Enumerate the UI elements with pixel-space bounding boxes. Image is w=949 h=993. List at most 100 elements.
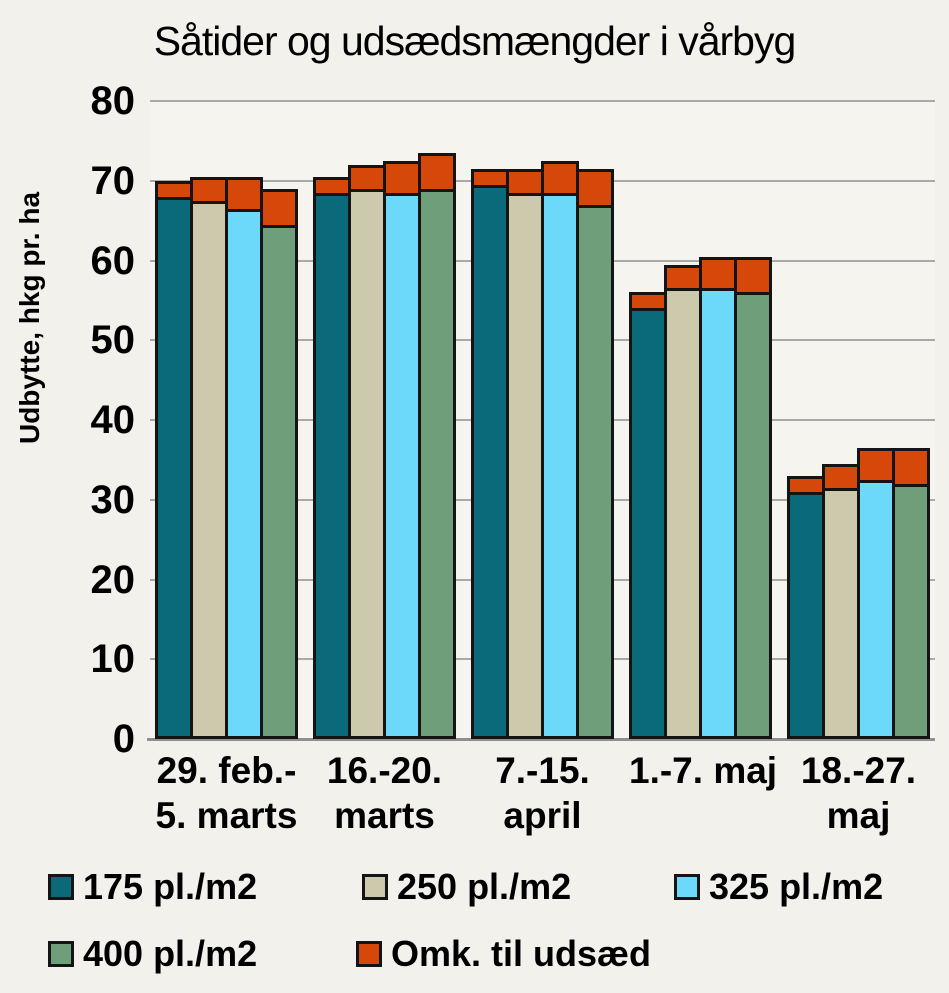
- x-tick-category-2: 16.-20. marts: [313, 748, 456, 838]
- x-tick-line1: 7.-15.: [495, 750, 590, 791]
- y-tick-label: 50: [90, 318, 136, 363]
- legend-item-175: 175 pl./m2: [48, 866, 257, 908]
- x-tick-line2: maj: [826, 795, 891, 836]
- x-tick-line2: 5. marts: [155, 795, 298, 836]
- legend-swatch-icon: [362, 874, 388, 900]
- legend-item-seed-cost: Omk. til udsæd: [356, 933, 651, 975]
- x-tick-category-1: 29. feb.- 5. marts: [155, 748, 298, 838]
- bar-group: [155, 176, 298, 739]
- bar-segment-yield: [225, 208, 263, 739]
- bar: [822, 463, 860, 739]
- bar-segment-yield: [313, 192, 351, 739]
- y-tick-label: 10: [90, 637, 136, 682]
- x-tick-category-4: 1.-7. maj: [629, 748, 778, 838]
- y-tick-label: 80: [90, 79, 136, 123]
- bar-segment-seed-cost: [506, 168, 544, 196]
- bar-segment-seed-cost: [225, 176, 263, 212]
- bar-segment-yield: [699, 288, 737, 739]
- bar: [190, 176, 228, 739]
- bar: [155, 180, 193, 739]
- y-tick-label: 60: [90, 238, 136, 283]
- x-tick-line1: 18.-27.: [800, 750, 917, 791]
- bar-segment-yield: [857, 479, 895, 739]
- gridline: [150, 100, 935, 102]
- bar-segment-yield: [506, 192, 544, 739]
- bar-group: [629, 256, 772, 739]
- bar-segment-seed-cost: [576, 168, 614, 208]
- legend-label: Omk. til udsæd: [391, 933, 652, 974]
- legend-label: 400 pl./m2: [83, 933, 258, 974]
- y-axis-tick-labels: 80 70 60 50 40 30 20 10 0: [0, 81, 136, 759]
- x-axis-line: [147, 738, 935, 741]
- legend-swatch-icon: [48, 874, 74, 900]
- legend-swatch-icon: [48, 941, 74, 967]
- bar-segment-yield: [155, 196, 193, 739]
- x-tick-line1: 16.-20.: [326, 750, 443, 791]
- y-tick-label: 40: [90, 398, 136, 442]
- bar-segment-seed-cost: [699, 256, 737, 292]
- bar-segment-seed-cost: [892, 447, 930, 487]
- x-tick-category-5: 18.-27. maj: [787, 748, 930, 838]
- legend-label: 325 pl./m2: [709, 866, 884, 907]
- bar: [260, 188, 298, 739]
- legend-item-250: 250 pl./m2: [362, 866, 571, 908]
- bar-segment-yield: [734, 292, 772, 739]
- bar-segment-seed-cost: [418, 152, 456, 192]
- legend-item-400: 400 pl./m2: [48, 933, 257, 975]
- bar-segment-yield: [664, 288, 702, 739]
- legend-swatch-icon: [674, 874, 700, 900]
- x-axis-tick-labels: 29. feb.- 5. marts 16.-20. marts 7.-15. …: [150, 748, 935, 838]
- legend-label: 250 pl./m2: [397, 866, 572, 907]
- bar-segment-yield: [787, 491, 825, 739]
- bar-segment-seed-cost: [734, 256, 772, 296]
- bar: [348, 164, 386, 739]
- y-tick-label: 70: [90, 158, 136, 203]
- bar-segment-yield: [892, 483, 930, 739]
- legend-label: 175 pl./m2: [83, 866, 258, 907]
- bar: [664, 264, 702, 739]
- chart-title: Såtider og udsædsmængder i vårbyg: [153, 18, 797, 64]
- bar-segment-yield: [348, 188, 386, 739]
- bar-segment-seed-cost: [383, 160, 421, 196]
- bar: [787, 475, 825, 739]
- legend-item-325: 325 pl./m2: [674, 866, 883, 908]
- bar: [418, 152, 456, 739]
- bar: [734, 256, 772, 739]
- bar: [576, 168, 614, 739]
- bar-segment-yield: [822, 487, 860, 739]
- bar-group: [471, 160, 614, 739]
- bar: [857, 447, 895, 739]
- x-tick-line1: 29. feb.-: [156, 750, 297, 791]
- bar: [541, 160, 579, 739]
- bar-segment-seed-cost: [348, 164, 386, 192]
- bar: [471, 168, 509, 739]
- bar-segment-seed-cost: [541, 160, 579, 196]
- x-tick-category-3: 7.-15. april: [471, 748, 614, 838]
- bar: [383, 160, 421, 739]
- bar-group: [787, 447, 930, 739]
- bar-segment-seed-cost: [190, 176, 228, 204]
- legend-swatch-icon: [356, 941, 382, 967]
- bar-segment-yield: [190, 200, 228, 739]
- y-tick-label: 20: [90, 557, 136, 602]
- bar-segment-yield: [260, 224, 298, 739]
- y-tick-label: 30: [90, 477, 136, 522]
- bar-segment-yield: [629, 308, 667, 739]
- bar-segment-yield: [471, 184, 509, 739]
- bar: [313, 176, 351, 739]
- y-tick-label: 0: [112, 717, 135, 761]
- bar: [506, 168, 544, 739]
- plot-area: [147, 100, 935, 741]
- bar: [629, 292, 667, 739]
- x-tick-line1: 1.-7. maj: [629, 750, 778, 791]
- bar-segment-yield: [418, 188, 456, 739]
- x-tick-line2: marts: [334, 795, 435, 836]
- x-tick-line2: april: [503, 795, 582, 836]
- bar-segment-yield: [383, 192, 421, 739]
- bar-groups: [150, 101, 935, 739]
- bar: [699, 256, 737, 739]
- bar-segment-seed-cost: [857, 447, 895, 483]
- bar-segment-seed-cost: [260, 188, 298, 228]
- bar-segment-yield: [541, 192, 579, 739]
